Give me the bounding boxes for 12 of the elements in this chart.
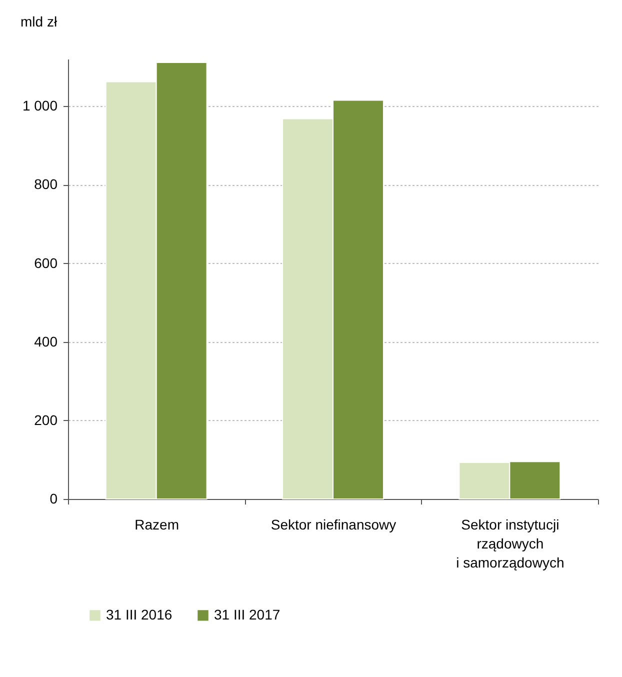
y-tick-label: 600 [34,254,58,271]
x-tick-label: Sektor instytucji rządowych i samorządowych [456,516,564,570]
legend-label: 31 III 2016 [106,606,172,622]
x-tick-label: Razem [134,516,180,532]
y-tick-label: 800 [34,176,58,192]
y-axis-title: mld zł [20,14,58,30]
y-tick-label: 0 [50,490,58,506]
y-tick-label: 1 000 [22,98,58,114]
y-tick-label: 400 [34,333,58,350]
x-tick-label: Sektor niefinansowy [270,516,396,532]
y-tick-label: 200 [34,412,58,428]
legend-label: 31 III 2017 [214,606,280,622]
